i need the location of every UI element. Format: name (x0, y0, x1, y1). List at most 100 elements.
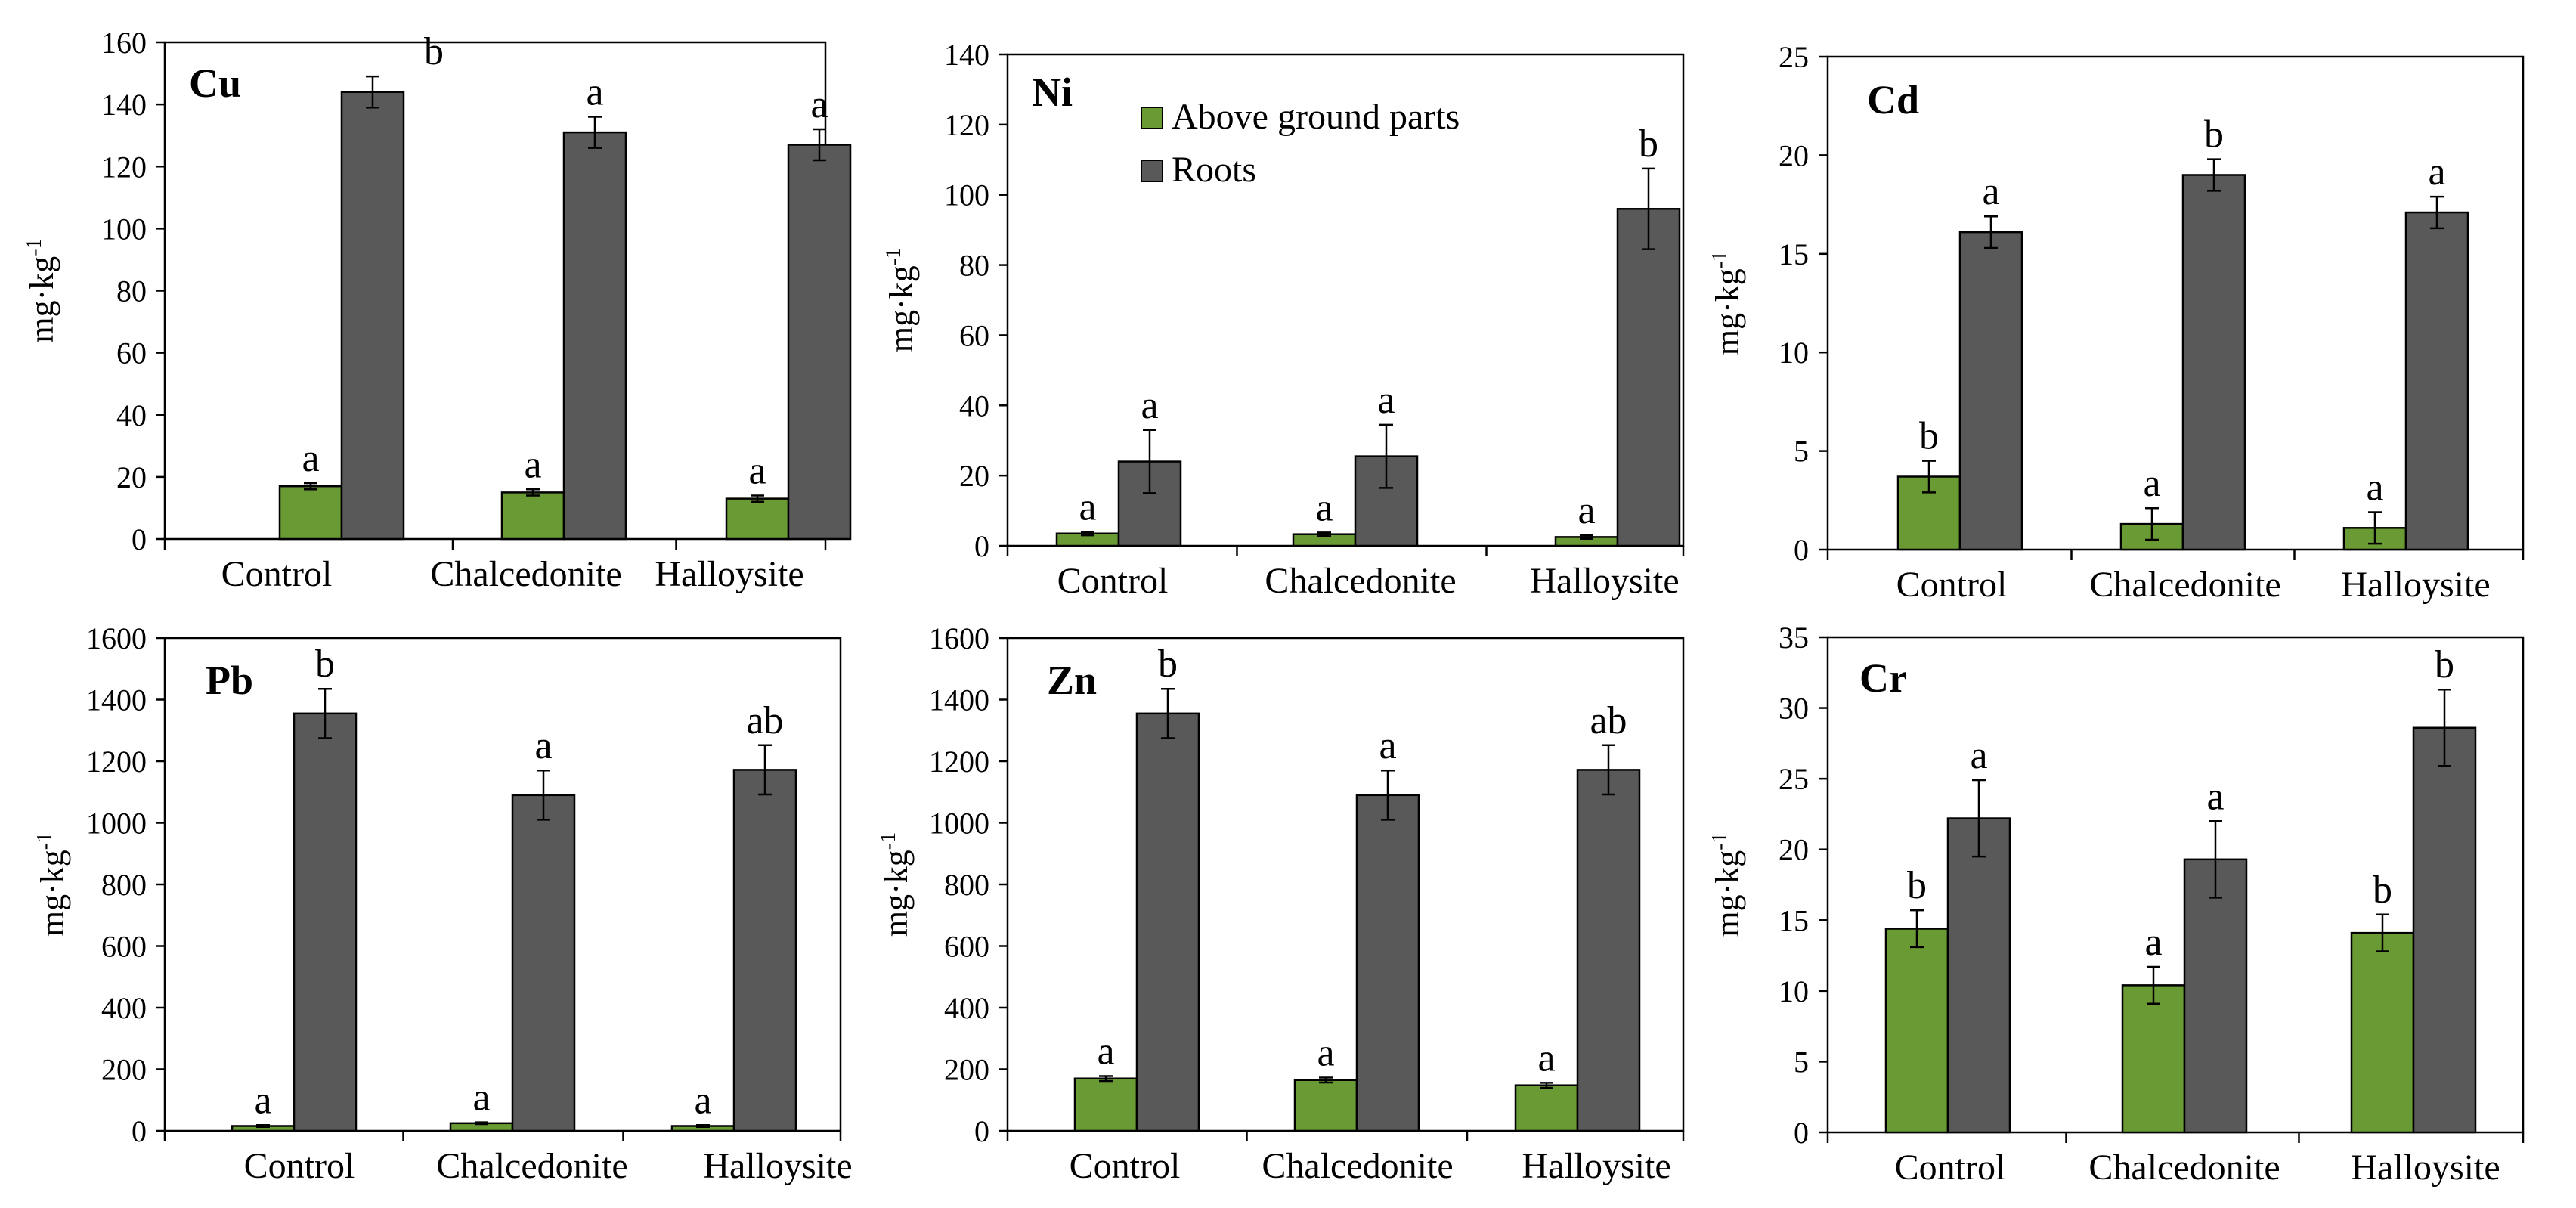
bar (2121, 984, 2186, 1134)
significance-letter: b (1639, 122, 1658, 166)
significance-letter: a (1097, 1030, 1114, 1073)
significance-letter: a (810, 83, 828, 126)
y-tick-label: 0 (974, 1114, 989, 1148)
bar (1073, 1077, 1138, 1132)
y-tick-label: 1000 (86, 807, 147, 841)
significance-letter: ab (1590, 699, 1627, 742)
significance-letter: ab (746, 699, 783, 742)
category-label: Control (1895, 1148, 2006, 1188)
bar (1958, 231, 2023, 551)
significance-letter: a (586, 71, 603, 114)
y-tick-label: 400 (101, 991, 147, 1025)
category-label: Halloysite (655, 554, 803, 594)
y-tick-label: 1600 (929, 621, 989, 655)
y-tick-label: 20 (1779, 138, 1809, 172)
y-tick-label: 15 (1779, 237, 1809, 271)
significance-letter: a (2366, 466, 2383, 509)
y-tick-label: 600 (101, 930, 147, 964)
chart-panel-pb: 0 200 400 600 800 1000 1200 1400 1600 Control Chal… (33, 621, 853, 1186)
category-label: Chalcedonite (2089, 565, 2280, 605)
significance-letter: a (1577, 489, 1595, 532)
bar (278, 485, 343, 541)
y-tick-label: 1200 (929, 745, 989, 779)
chart-panel-cu: 0 20 40 60 80 100 120 140 160 Control Chalcedonite… (23, 26, 852, 594)
panel-title: Cu (189, 60, 241, 106)
plot-frame (163, 41, 827, 541)
bar (1135, 712, 1200, 1132)
y-tick-label: 800 (101, 868, 147, 902)
panel-title: Ni (1032, 70, 1073, 115)
significance-letter: a (694, 1079, 711, 1122)
bar (2181, 174, 2246, 551)
significance-letter: a (1141, 384, 1158, 427)
y-tick-label: 140 (101, 88, 147, 122)
significance-letter: b (2435, 643, 2454, 686)
bar (1946, 817, 2011, 1134)
significance-letter: a (302, 437, 319, 480)
y-tick-label: 40 (959, 389, 989, 423)
chart-panel-zn: 0 200 400 600 800 1000 1200 1400 1600 Control Chal… (877, 621, 1685, 1186)
legend-swatch (1141, 107, 1163, 129)
y-tick-label: 20 (1779, 833, 1809, 867)
y-tick-label: 100 (101, 212, 147, 246)
y-tick-label: 5 (1794, 435, 1809, 469)
y-tick-label: 160 (101, 26, 147, 60)
significance-letter: a (254, 1079, 271, 1122)
significance-letter: a (1537, 1036, 1555, 1079)
category-label: Halloysite (2351, 1148, 2500, 1188)
significance-letter: a (524, 443, 541, 486)
bar (1616, 208, 1681, 547)
bar (732, 769, 797, 1132)
significance-letter: a (2143, 462, 2160, 505)
legend-label: Roots (1172, 150, 1256, 190)
y-tick-label: 1400 (929, 683, 989, 717)
legend-swatch (1141, 160, 1163, 182)
y-tick-label: 10 (1779, 336, 1809, 370)
significance-letter: a (534, 724, 552, 767)
y-tick-label: 20 (959, 459, 989, 493)
panel-title: Pb (206, 658, 253, 703)
bar (1884, 928, 1949, 1134)
bar (293, 712, 358, 1132)
significance-letter: b (315, 643, 335, 686)
y-tick-label: 40 (116, 398, 147, 432)
y-tick-label: 0 (1794, 1116, 1809, 1150)
bar (1293, 1079, 1358, 1132)
bar (725, 497, 790, 541)
y-tick-label: 0 (974, 529, 989, 563)
y-tick-label: 25 (1779, 762, 1809, 796)
bar (787, 144, 852, 541)
y-axis-label: mg·kg-1 (877, 832, 915, 937)
significance-letter: a (1377, 379, 1395, 422)
category-label: Control (221, 554, 333, 594)
significance-letter: b (1158, 643, 1178, 686)
y-axis-label: mg·kg-1 (33, 832, 71, 937)
category-label: Halloysite (2341, 565, 2490, 605)
y-tick-label: 140 (944, 38, 989, 72)
significance-letter: b (1907, 864, 1927, 907)
legend-label: Above ground parts (1172, 97, 1460, 137)
bar (2404, 211, 2469, 551)
panel-title: Zn (1047, 658, 1097, 703)
panel-title: Cd (1867, 77, 1919, 122)
chart-panel-cd: 0 5 10 15 20 25 Control Chalcedonite Halloysite m… (1708, 40, 2525, 605)
y-axis-label: mg·kg-1 (23, 238, 60, 342)
significance-letter: b (2373, 869, 2392, 912)
category-label: Chalcedonite (2088, 1148, 2280, 1188)
y-tick-label: 10 (1779, 974, 1809, 1008)
y-tick-label: 80 (116, 274, 147, 308)
significance-letter: a (472, 1076, 490, 1120)
y-tick-label: 400 (944, 991, 989, 1025)
significance-letter: a (2144, 921, 2162, 964)
y-tick-label: 20 (116, 460, 147, 494)
y-tick-label: 0 (1794, 533, 1809, 567)
significance-letter: a (748, 450, 766, 493)
panel-title: Cr (1859, 655, 1907, 701)
legend: Above ground parts Roots (1141, 97, 1460, 190)
y-tick-label: 1600 (86, 621, 147, 655)
significance-letter: b (2204, 113, 2224, 156)
bar (2350, 931, 2415, 1134)
bar (1355, 794, 1420, 1132)
y-tick-label: 60 (116, 336, 147, 370)
